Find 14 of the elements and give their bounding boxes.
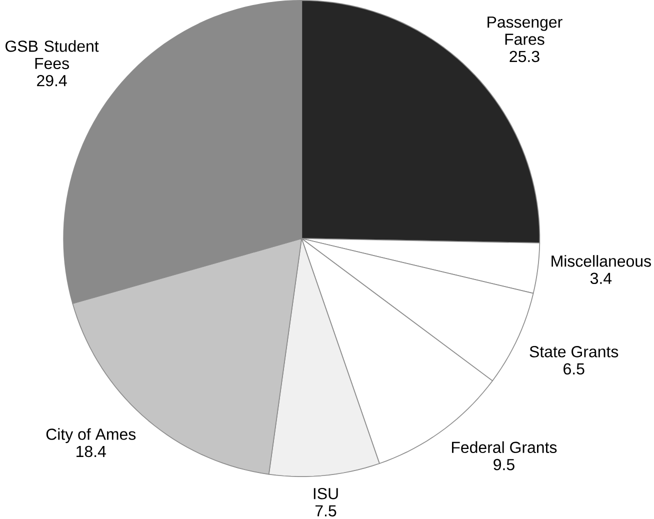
data-label: 7.5 [315,505,336,516]
data-label: 3.4 [590,272,612,284]
data-label: 18.4 [76,446,106,458]
data-label: 6.5 [564,363,584,375]
slice-label: ISU [314,488,338,500]
slice-label: Federal Grants [452,441,557,454]
slice-label: City of Ames [46,428,136,444]
slice-label: Passenger Fares [488,16,562,45]
slice-label: GSB Student Fees [6,40,99,70]
data-label: 9.5 [494,458,514,470]
slice-label: Miscellaneous [552,255,651,267]
data-label: 29.4 [37,75,67,86]
data-label: 25.3 [510,50,540,62]
slice-label: State Grants [530,346,618,358]
